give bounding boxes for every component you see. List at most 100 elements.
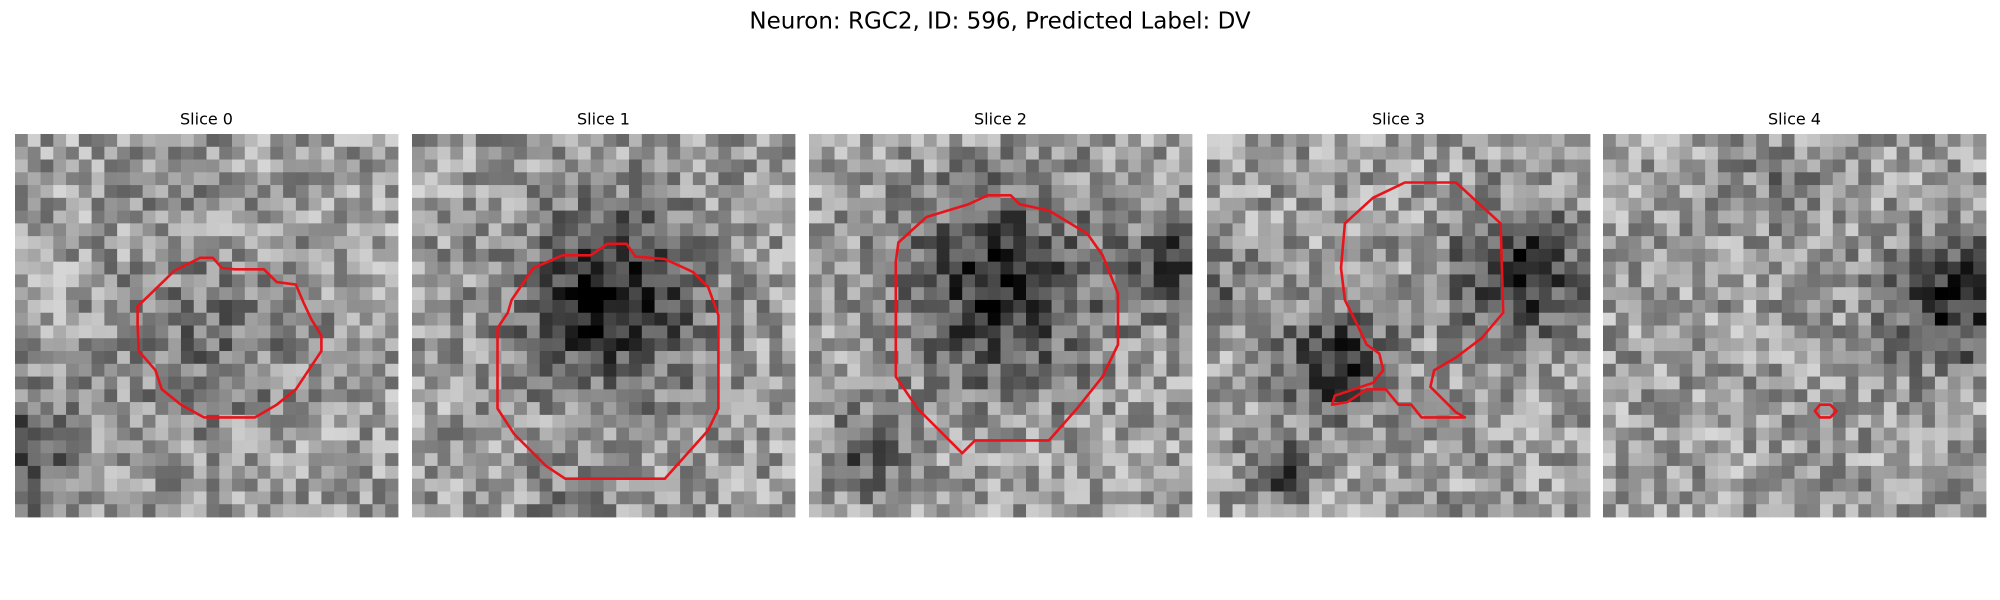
pixel: [654, 325, 668, 339]
pixel: [692, 159, 707, 173]
pixel: [692, 453, 707, 467]
pixel: [616, 351, 630, 365]
pixel: [257, 363, 271, 377]
pixel: [1641, 146, 1655, 160]
pixel: [809, 146, 823, 160]
pixel: [1296, 491, 1310, 505]
pixel: [834, 274, 848, 288]
pixel: [705, 440, 719, 454]
pixel: [1934, 453, 1949, 467]
pixel: [743, 325, 758, 339]
pixel: [385, 210, 399, 224]
pixel: [1909, 236, 1923, 250]
pixel: [488, 299, 502, 314]
pixel: [488, 248, 502, 263]
pixel: [155, 351, 169, 365]
pixel: [78, 312, 92, 326]
pixel: [1051, 236, 1065, 250]
pixel: [1385, 287, 1399, 301]
pixel: [1270, 402, 1284, 416]
segmentation-contour: [894, 194, 1120, 455]
pixel: [1013, 172, 1027, 186]
pixel: [66, 491, 80, 505]
pixel: [1628, 146, 1642, 160]
pixel: [1449, 491, 1463, 505]
pixel: [1807, 274, 1821, 288]
pixel: [129, 210, 144, 224]
pixel: [1641, 402, 1655, 416]
pixel: [1973, 440, 1987, 454]
pixel: [1258, 427, 1272, 441]
pixel: [1603, 338, 1617, 352]
pixel: [1475, 504, 1489, 518]
pixel: [962, 299, 976, 314]
pixel: [372, 465, 386, 480]
pixel: [104, 338, 118, 352]
pixel: [91, 248, 105, 263]
pixel: [15, 210, 29, 224]
pixel: [1526, 223, 1540, 237]
pixel: [283, 312, 297, 326]
pixel: [15, 440, 29, 454]
pixel: [168, 338, 182, 352]
pixel: [1883, 414, 1898, 429]
pixel: [1628, 299, 1642, 314]
pixel: [1411, 159, 1425, 173]
pixel: [142, 427, 156, 441]
pixel: [629, 146, 643, 160]
pixel: [1603, 325, 1617, 339]
pixel: [180, 414, 195, 429]
pixel: [1360, 146, 1374, 160]
pixel: [526, 402, 541, 416]
pixel: [1436, 427, 1450, 441]
pixel: [1219, 223, 1233, 237]
pixel: [385, 440, 399, 454]
pixel: [1475, 465, 1489, 480]
pixel: [475, 427, 489, 441]
pixel: [1038, 414, 1052, 429]
pixel: [923, 325, 938, 339]
pixel: [1973, 376, 1987, 390]
pixel: [1153, 338, 1167, 352]
pixel: [1717, 287, 1732, 301]
pixel: [437, 210, 451, 224]
pixel: [1896, 491, 1910, 505]
pixel: [616, 299, 630, 314]
pixel: [1166, 338, 1180, 352]
pixel: [1449, 159, 1463, 173]
pixel: [539, 248, 553, 263]
pixel: [193, 134, 207, 148]
pixel: [1960, 159, 1974, 173]
pixel: [1258, 146, 1272, 160]
pixel: [1064, 287, 1078, 301]
pixel: [66, 299, 80, 314]
pixel: [295, 325, 310, 339]
pixel: [641, 363, 655, 377]
pixel: [1051, 402, 1065, 416]
pixel: [117, 478, 131, 492]
pixel: [501, 440, 515, 454]
pixel: [1283, 478, 1297, 492]
pixel: [1258, 504, 1272, 518]
pixel: [1832, 134, 1846, 148]
pixel: [1411, 261, 1425, 275]
pixel: [1089, 389, 1104, 403]
pixel: [1730, 197, 1744, 211]
pixel: [372, 376, 386, 390]
pixel: [1283, 338, 1297, 352]
pixel: [270, 248, 284, 263]
pixel: [923, 236, 938, 250]
pixel: [782, 274, 796, 288]
pixel: [641, 453, 655, 467]
pixel: [53, 427, 67, 441]
pixel: [1385, 478, 1399, 492]
pixel: [1781, 414, 1795, 429]
pixel: [667, 274, 681, 288]
pixel: [743, 223, 758, 237]
pixel: [385, 236, 399, 250]
pixel: [1166, 197, 1180, 211]
pixel: [206, 491, 220, 505]
pixel: [1615, 274, 1629, 288]
pixel: [78, 299, 92, 314]
pixel: [1807, 338, 1821, 352]
